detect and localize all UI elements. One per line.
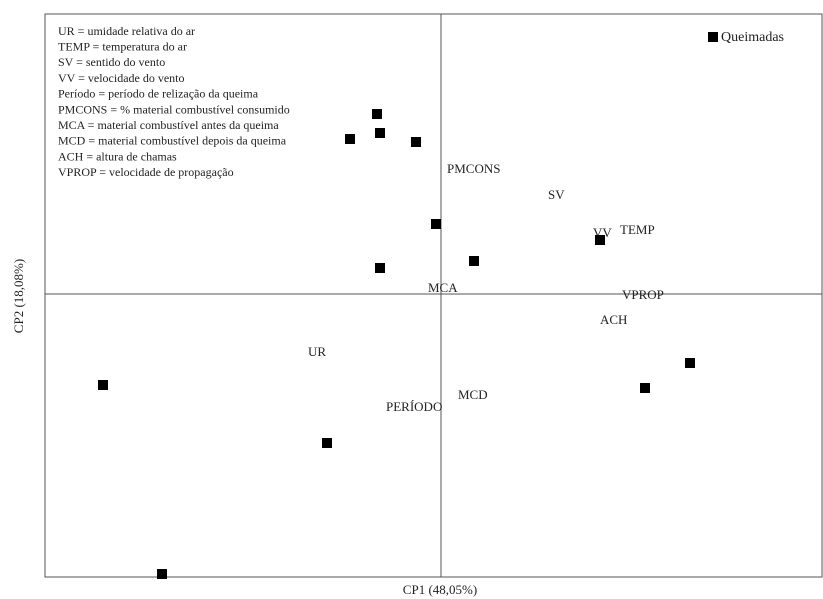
variable-label: PERÍODO bbox=[386, 399, 442, 414]
legend-note: PMCONS = % material combustível consumid… bbox=[58, 102, 290, 116]
variable-label: UR bbox=[308, 344, 326, 359]
legend-note: UR = umidade relativa do ar bbox=[58, 24, 195, 38]
variable-label: SV bbox=[548, 187, 565, 202]
point bbox=[685, 358, 695, 368]
point bbox=[411, 137, 421, 147]
plot-frame bbox=[44, 13, 823, 578]
point bbox=[345, 134, 355, 144]
point bbox=[595, 235, 605, 245]
legend-marker bbox=[708, 32, 718, 42]
point bbox=[372, 109, 382, 119]
legend-note: MCD = material combustível depois da que… bbox=[58, 134, 287, 148]
point bbox=[640, 383, 650, 393]
y-axis-label: CP2 (18,08%) bbox=[11, 259, 26, 333]
point bbox=[469, 256, 479, 266]
legend-note: ACH = altura de chamas bbox=[58, 149, 177, 163]
variable-label: VPROP bbox=[622, 287, 664, 302]
legend-note: SV = sentido do vento bbox=[58, 55, 165, 69]
variable-label: MCA bbox=[428, 280, 458, 295]
legend-label: Queimadas bbox=[721, 30, 784, 45]
variable-label: ACH bbox=[600, 312, 627, 327]
point bbox=[322, 438, 332, 448]
point bbox=[431, 219, 441, 229]
point bbox=[157, 569, 167, 579]
variable-label: TEMP bbox=[620, 222, 655, 237]
legend-note: VPROP = velocidade de propagação bbox=[58, 165, 234, 179]
variable-label: PMCONS bbox=[447, 161, 500, 176]
point bbox=[98, 380, 108, 390]
point bbox=[375, 128, 385, 138]
point bbox=[375, 263, 385, 273]
legend-note: MCA = material combustível antes da quei… bbox=[58, 118, 279, 132]
legend-note: TEMP = temperatura do ar bbox=[58, 39, 187, 53]
legend-note: VV = velocidade do vento bbox=[58, 71, 185, 85]
x-axis-label: CP1 (48,05%) bbox=[403, 582, 477, 597]
legend-note: Período = período de relização da queima bbox=[58, 87, 259, 101]
variable-label: MCD bbox=[458, 387, 488, 402]
